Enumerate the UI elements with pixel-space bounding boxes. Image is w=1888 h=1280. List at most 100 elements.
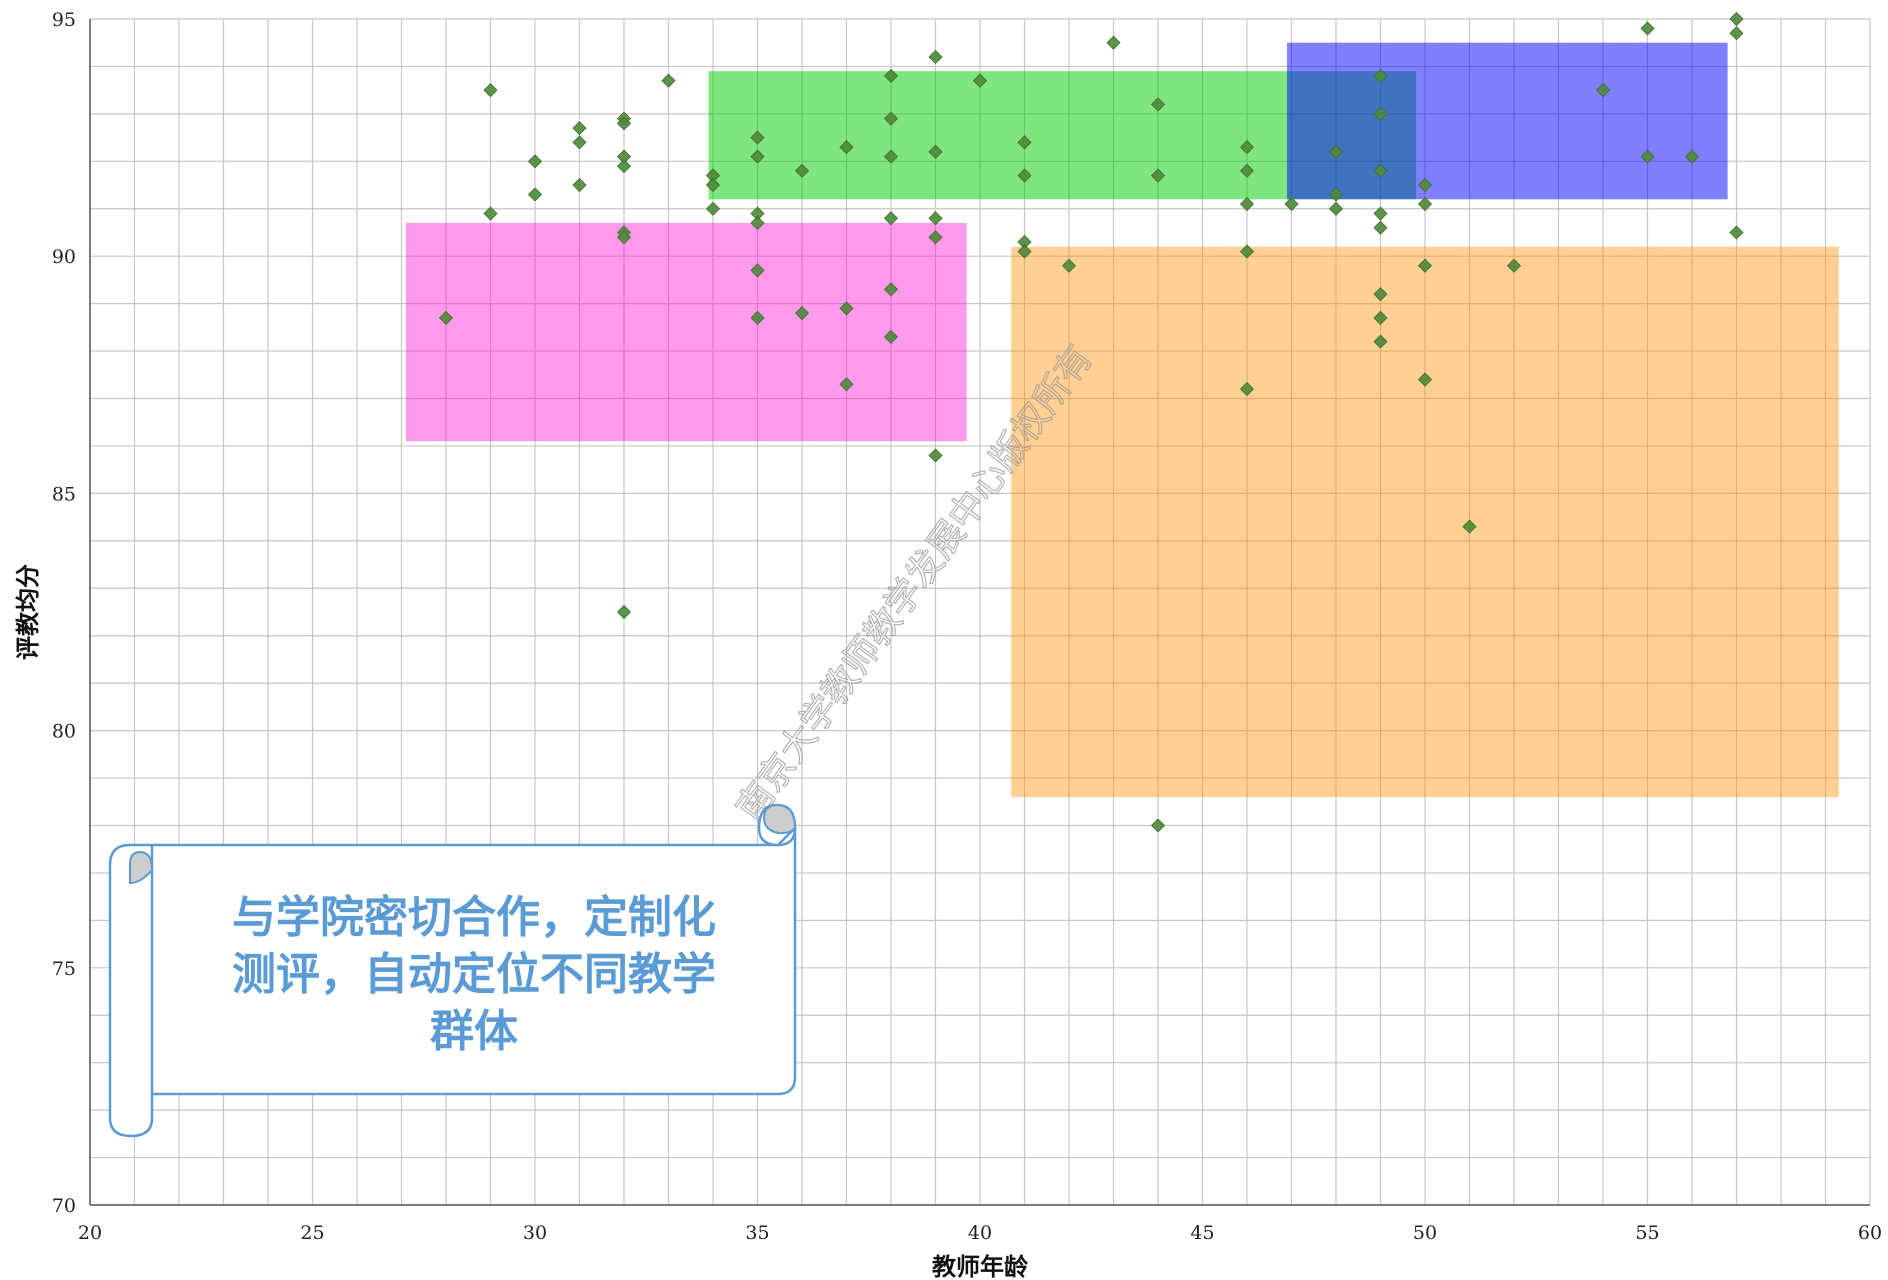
x-tick-label: 60 <box>1858 1222 1882 1244</box>
data-point <box>1284 196 1299 212</box>
x-tick-label: 20 <box>78 1222 102 1244</box>
x-tick-label: 55 <box>1635 1222 1659 1244</box>
y-axis-title: 评教均分 <box>14 564 42 660</box>
scroll-callout: 与学院密切合作，定制化 测评，自动定位不同教学 群体 <box>108 803 797 1138</box>
x-tick-label: 25 <box>300 1222 324 1244</box>
data-point <box>527 187 543 202</box>
data-point <box>705 177 721 193</box>
callout-line-1: 与学院密切合作，定制化 <box>232 892 716 943</box>
data-point <box>1462 519 1477 534</box>
data-point <box>1417 177 1433 193</box>
data-point <box>1729 225 1744 240</box>
data-point <box>794 306 810 321</box>
data-point <box>661 73 676 88</box>
data-point <box>750 130 765 145</box>
data-point <box>839 140 854 155</box>
y-tick-label: 85 <box>52 483 76 505</box>
data-point <box>1373 287 1388 302</box>
data-point <box>616 158 632 174</box>
data-point <box>1239 163 1255 178</box>
x-tick-label: 35 <box>745 1222 769 1244</box>
data-point <box>616 604 632 620</box>
data-point <box>928 144 943 159</box>
data-point <box>1239 196 1255 212</box>
data-point <box>1417 372 1433 387</box>
data-point <box>1417 258 1433 273</box>
data-point <box>750 263 765 278</box>
data-point <box>794 163 810 178</box>
data-point <box>1640 149 1655 164</box>
data-point <box>1017 244 1032 259</box>
data-point <box>750 215 765 231</box>
data-point <box>883 211 899 226</box>
data-point <box>839 301 854 316</box>
x-tick-label: 50 <box>1413 1222 1437 1244</box>
data-point <box>1150 818 1166 833</box>
data-point <box>1640 21 1655 36</box>
x-tick-label: 45 <box>1190 1222 1214 1244</box>
callout-line-3: 群体 <box>430 1006 518 1057</box>
data-point <box>1595 83 1611 98</box>
data-point <box>928 448 943 463</box>
data-point <box>1684 149 1700 164</box>
data-point <box>1506 258 1522 273</box>
data-point <box>883 149 899 164</box>
data-point <box>572 135 587 150</box>
data-point <box>1373 310 1388 325</box>
data-point <box>1239 244 1255 259</box>
data-point <box>1017 135 1032 150</box>
data-point <box>1373 206 1388 221</box>
callout-line-2: 测评，自动定位不同教学 <box>232 949 716 1000</box>
data-point <box>1061 258 1077 273</box>
data-point <box>928 211 943 226</box>
data-point <box>1328 187 1344 202</box>
data-point <box>1106 35 1121 50</box>
y-tick-label: 70 <box>52 1195 76 1217</box>
data-point <box>572 121 587 136</box>
highlight-region <box>1287 42 1728 200</box>
data-point <box>1150 168 1166 183</box>
data-point <box>1328 144 1344 159</box>
data-point <box>1239 140 1255 155</box>
data-point <box>1373 106 1388 121</box>
data-point <box>750 310 765 325</box>
x-tick-label: 30 <box>523 1222 547 1244</box>
highlight-regions <box>405 42 1839 798</box>
data-point <box>883 68 899 83</box>
data-point <box>928 49 943 65</box>
x-axis-title: 教师年龄 <box>932 1253 1029 1280</box>
data-point <box>438 310 454 325</box>
y-tick-label: 95 <box>52 9 76 31</box>
data-point <box>750 149 765 164</box>
data-point <box>483 206 498 221</box>
data-point <box>527 154 543 169</box>
data-point <box>839 377 854 392</box>
data-point <box>1373 163 1388 178</box>
data-point <box>1417 196 1433 212</box>
data-point <box>1150 97 1166 112</box>
axes: 20 25 30 35 40 45 50 55 60 70 75 80 85 90 95 <box>52 9 1882 1244</box>
data-point <box>616 116 632 131</box>
data-point <box>883 111 899 126</box>
data-point <box>1729 26 1744 41</box>
y-tick-label: 75 <box>52 958 76 980</box>
data-point <box>883 329 899 344</box>
data-point <box>1328 201 1344 216</box>
data-point <box>1729 11 1744 27</box>
data-point <box>572 177 587 193</box>
highlight-region <box>1011 246 1839 798</box>
y-tick-label: 80 <box>52 721 76 743</box>
data-point <box>705 201 721 216</box>
data-point <box>483 83 498 98</box>
highlight-region <box>405 222 967 442</box>
y-tick-label: 90 <box>52 246 76 268</box>
data-point <box>1373 220 1388 235</box>
data-point <box>1239 381 1255 397</box>
x-tick-label: 40 <box>968 1222 992 1244</box>
data-point <box>616 230 632 245</box>
data-point <box>883 282 899 297</box>
data-point <box>1373 68 1388 83</box>
data-point <box>928 230 943 245</box>
data-point <box>1373 334 1388 349</box>
